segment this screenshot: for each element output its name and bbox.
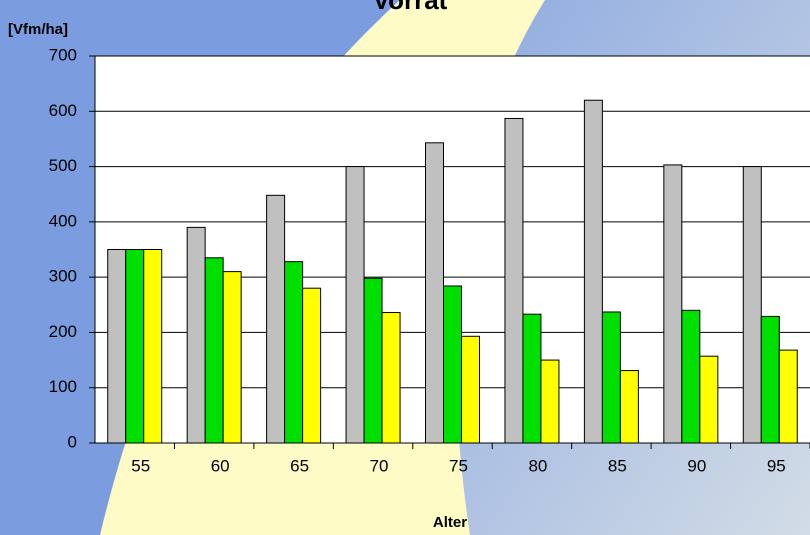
y-tick-label: 600 — [49, 101, 77, 120]
bar — [663, 164, 683, 444]
bar — [583, 99, 603, 444]
bar — [760, 315, 780, 444]
bar — [681, 309, 701, 444]
x-tick-label: 85 — [608, 456, 627, 475]
bar — [266, 194, 286, 444]
bar — [443, 285, 462, 444]
bar — [381, 312, 401, 444]
bar — [778, 349, 798, 444]
y-tick-label: 200 — [49, 322, 77, 341]
bar — [619, 370, 639, 444]
bar — [186, 226, 206, 444]
bar — [522, 313, 542, 444]
chart-title: Vorrat — [373, 0, 448, 15]
bar — [204, 257, 224, 444]
bar — [222, 271, 242, 444]
bar — [125, 249, 145, 444]
bar — [540, 359, 560, 444]
y-axis-label: [Vfm/ha] — [8, 21, 68, 38]
y-tick-label: 500 — [49, 156, 77, 175]
x-tick-label: 90 — [687, 456, 706, 475]
bar — [425, 142, 444, 444]
bar — [302, 287, 322, 444]
bar — [363, 277, 383, 444]
x-tick-label: 70 — [370, 456, 389, 475]
bar — [601, 311, 621, 444]
x-axis-label: Alter — [433, 514, 467, 531]
x-tick-label: 80 — [528, 456, 547, 475]
x-tick-label: 65 — [290, 456, 309, 475]
bar — [461, 335, 480, 444]
y-tick-label: 300 — [49, 267, 77, 286]
y-tick-label: 100 — [49, 377, 77, 396]
y-tick-label: 0 — [68, 432, 77, 451]
bar — [143, 249, 163, 444]
bar — [699, 355, 719, 444]
x-tick-label: 95 — [767, 456, 786, 475]
x-tick-label: 55 — [131, 456, 150, 475]
y-tick-label: 400 — [49, 211, 77, 230]
y-tick-label: 700 — [49, 45, 77, 64]
bar — [742, 166, 762, 444]
x-tick-label: 60 — [211, 456, 230, 475]
bar — [504, 117, 524, 444]
bar — [284, 261, 304, 444]
bar — [107, 249, 127, 444]
x-tick-label: 75 — [449, 456, 468, 475]
bar — [345, 166, 365, 444]
